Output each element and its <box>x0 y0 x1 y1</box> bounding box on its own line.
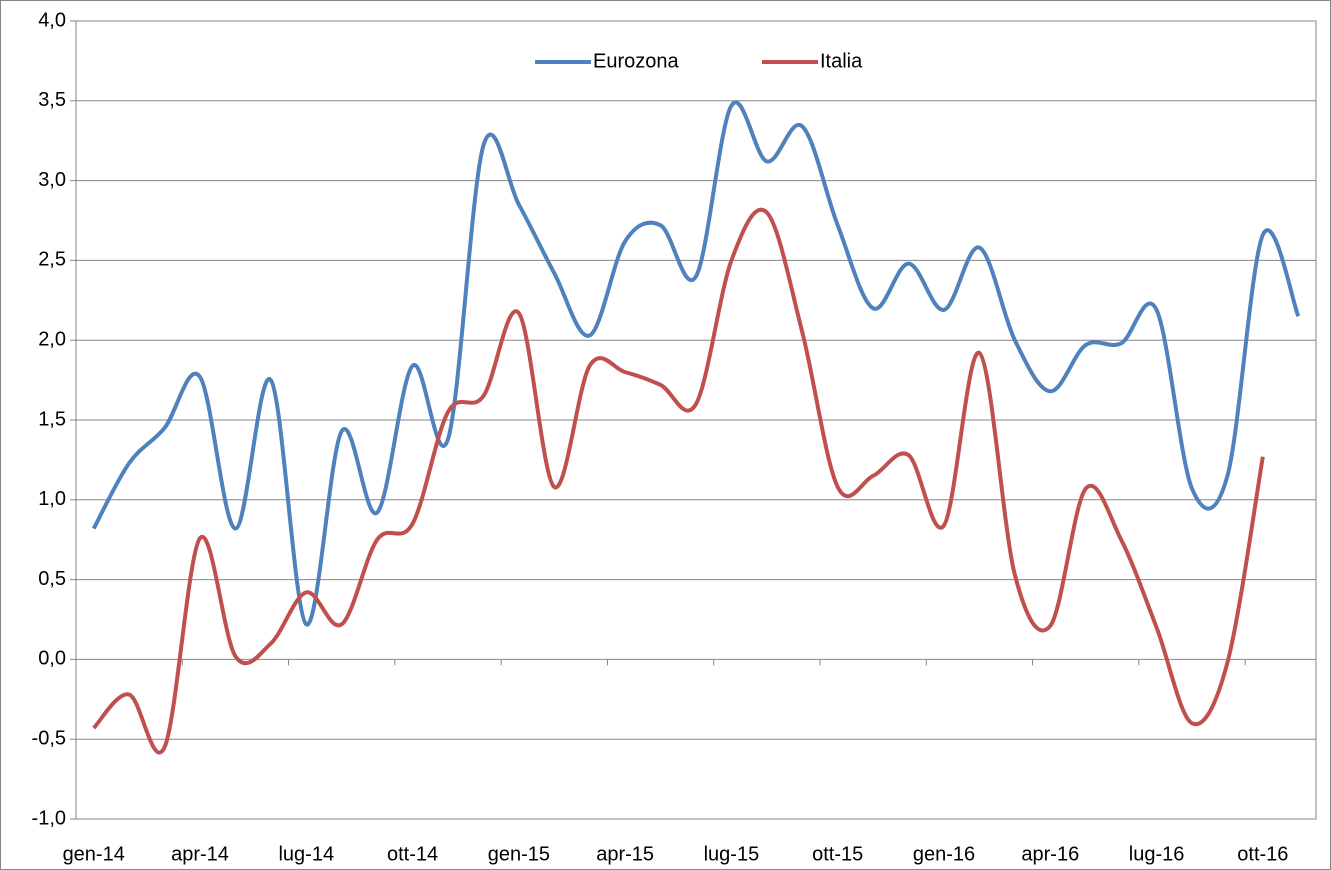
x-tick-label: gen-16 <box>913 843 975 865</box>
legend-label: Eurozona <box>593 50 679 72</box>
x-tick-label: ott-15 <box>812 843 863 865</box>
x-tick-label: apr-14 <box>171 843 229 865</box>
y-tick-label: -0,5 <box>32 727 66 749</box>
x-tick-label: lug-14 <box>278 843 334 865</box>
y-tick-label: 2,0 <box>38 328 66 350</box>
y-tick-label: 1,0 <box>38 488 66 510</box>
x-tick-label: gen-15 <box>488 843 550 865</box>
y-tick-label: 0,0 <box>38 648 66 670</box>
x-tick-label: apr-15 <box>596 843 654 865</box>
legend-label: Italia <box>820 50 863 72</box>
y-tick-label: 4,0 <box>38 9 66 31</box>
x-tick-label: lug-15 <box>704 843 760 865</box>
y-tick-label: -1,0 <box>32 807 66 829</box>
x-tick-label: lug-16 <box>1129 843 1185 865</box>
x-tick-label: gen-14 <box>63 843 125 865</box>
y-tick-label: 1,5 <box>38 408 66 430</box>
y-tick-label: 3,5 <box>38 89 66 111</box>
series-line <box>92 207 1265 755</box>
x-tick-label: apr-16 <box>1021 843 1079 865</box>
x-tick-label: ott-16 <box>1237 843 1288 865</box>
y-tick-label: 0,5 <box>38 568 66 590</box>
y-tick-label: 2,5 <box>38 249 66 271</box>
series-line <box>91 100 1301 627</box>
y-tick-label: 3,0 <box>38 169 66 191</box>
x-tick-label: ott-14 <box>387 843 438 865</box>
